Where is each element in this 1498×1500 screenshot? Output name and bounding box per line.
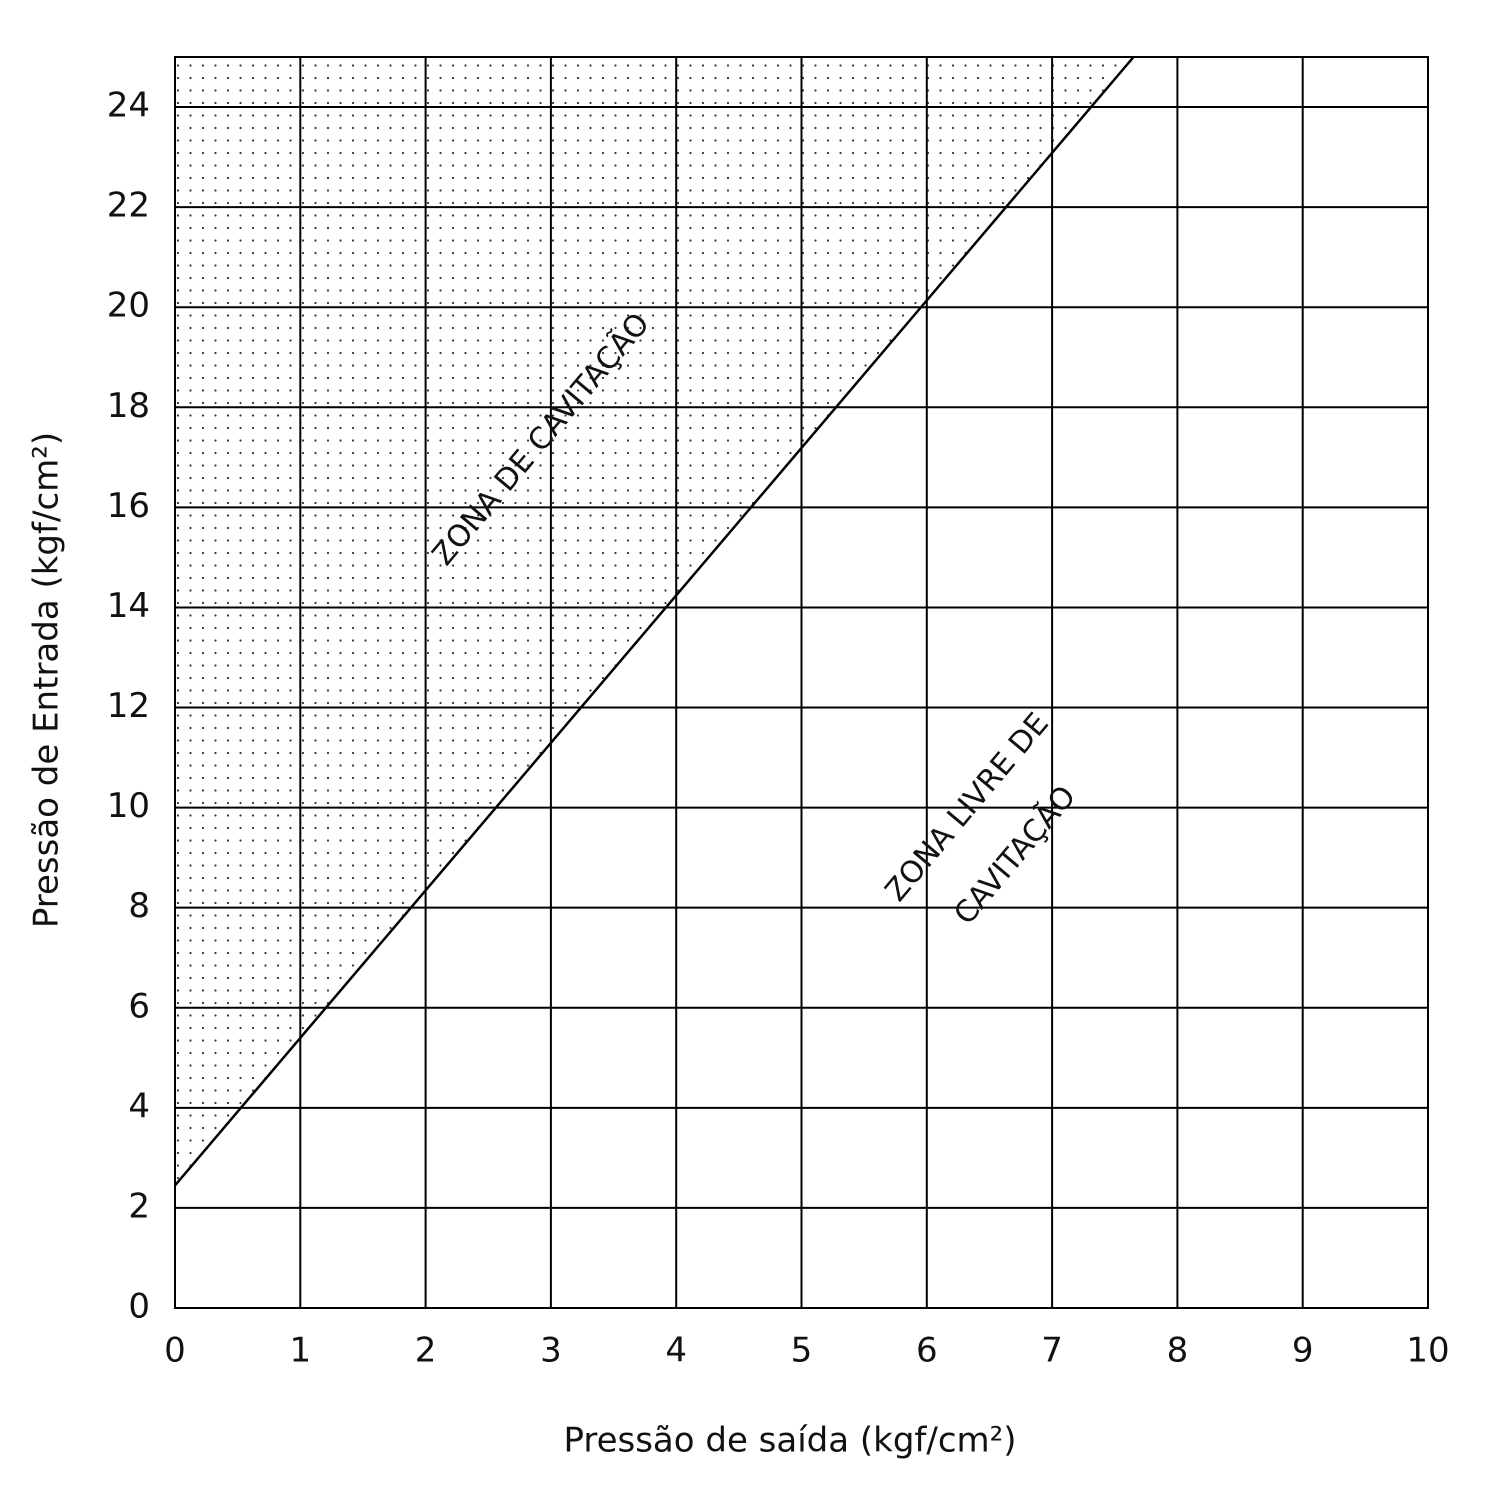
x-tick-label: 5 [791,1331,813,1371]
x-tick-label: 4 [665,1331,687,1371]
x-tick-label: 0 [164,1331,186,1371]
x-tick-label: 7 [1041,1331,1063,1371]
y-tick-label: 0 [128,1287,150,1327]
y-axis-label: Pressão de Entrada (kgf/cm²) [27,432,67,928]
x-axis-label: Pressão de saída (kgf/cm²) [563,1421,1016,1461]
x-tick-label: 6 [916,1331,938,1371]
y-tick-label: 14 [107,586,150,626]
plot-frame [174,56,1429,1309]
y-tick-label: 10 [107,786,150,826]
x-tick-label: 1 [289,1331,311,1371]
y-tick-label: 2 [128,1186,150,1226]
y-tick-label: 20 [107,286,150,326]
line [174,56,1135,1187]
x-tick-label: 9 [1292,1331,1314,1371]
y-tick-label: 24 [107,86,150,126]
x-tick-label: 2 [415,1331,437,1371]
y-tick-label: 4 [128,1086,150,1126]
y-tick-label: 12 [107,686,150,726]
x-tick-label: 8 [1167,1331,1189,1371]
x-tick-label: 10 [1406,1331,1449,1371]
y-tick-label: 18 [107,386,150,426]
y-tick-label: 22 [107,186,150,226]
y-tick-label: 6 [128,986,150,1026]
x-tick-label: 3 [540,1331,562,1371]
y-tick-label: 8 [128,886,150,926]
y-tick-label: 16 [107,486,150,526]
